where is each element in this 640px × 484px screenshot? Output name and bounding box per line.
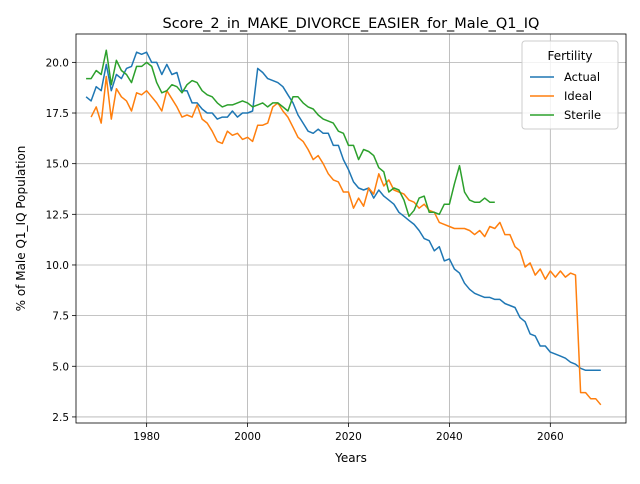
x-tick-label: 1980 xyxy=(133,431,160,443)
y-axis-label: % of Male Q1_IQ Population xyxy=(14,146,28,312)
y-tick-label: 15.0 xyxy=(46,159,69,171)
y-tick-label: 7.5 xyxy=(52,311,69,323)
x-tick-label: 2020 xyxy=(335,431,362,443)
legend-title: Fertility xyxy=(547,49,592,63)
x-tick-label: 2040 xyxy=(436,431,463,443)
x-tick-label: 2000 xyxy=(234,431,261,443)
legend-label: Ideal xyxy=(564,89,592,103)
y-tick-label: 17.5 xyxy=(46,108,69,120)
legend-label: Actual xyxy=(564,70,600,84)
y-tick-label: 2.5 xyxy=(52,412,69,424)
chart-title: Score_2_in_MAKE_DIVORCE_EASIER_for_Male_… xyxy=(163,16,540,32)
legend-label: Sterile xyxy=(564,108,601,122)
x-axis-label: Years xyxy=(334,451,367,465)
x-tick-label: 2060 xyxy=(537,431,564,443)
y-tick-label: 20.0 xyxy=(46,57,69,69)
y-tick-label: 5.0 xyxy=(52,361,69,373)
y-tick-label: 10.0 xyxy=(46,260,69,272)
y-tick-label: 12.5 xyxy=(46,209,69,221)
legend: Fertility Actual Ideal Sterile xyxy=(522,41,618,129)
